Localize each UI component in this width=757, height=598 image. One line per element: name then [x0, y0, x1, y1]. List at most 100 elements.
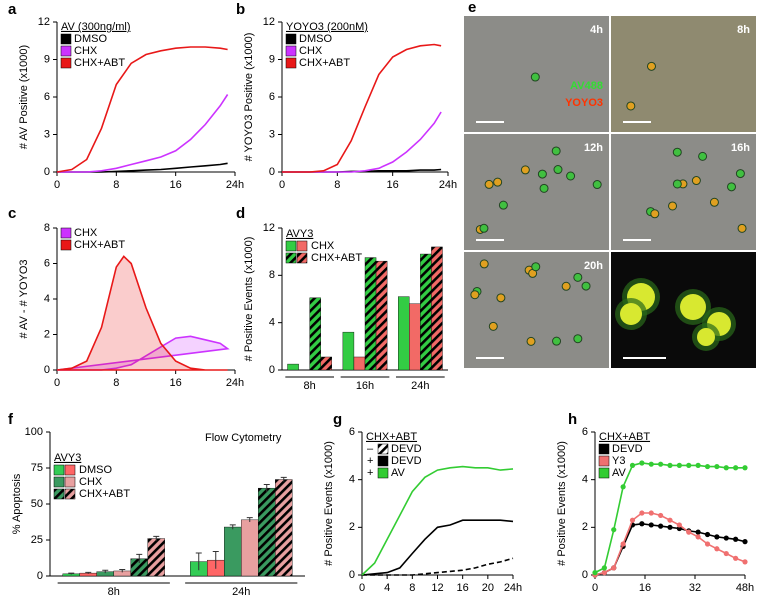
x-tick-label: 32 — [689, 582, 701, 594]
x-tick-label: 24h — [226, 179, 244, 191]
cell — [573, 272, 583, 282]
marker — [658, 512, 664, 519]
y-tick-label: 2 — [349, 521, 355, 533]
x-tick-label: 8 — [113, 179, 119, 191]
marker — [611, 527, 617, 533]
line — [282, 111, 442, 173]
error-bar — [212, 551, 219, 569]
line — [57, 162, 228, 173]
y-tick-label: 0 — [582, 569, 588, 581]
cell — [709, 197, 719, 207]
x-tick-label: 16 — [170, 377, 182, 389]
marker — [601, 565, 607, 571]
x-tick-label: 16 — [170, 179, 182, 191]
panel-letter: d — [236, 205, 245, 222]
marker — [639, 460, 645, 466]
bar — [275, 479, 293, 577]
legend-label: CHX+ABT — [299, 57, 350, 69]
bar — [342, 331, 355, 371]
y-tick-label: 25 — [31, 534, 43, 546]
y-tick-label: 9 — [269, 53, 275, 65]
y-tick-label: 4 — [44, 293, 50, 305]
marker — [676, 522, 682, 528]
marker — [733, 465, 739, 471]
y-tick-label: 2 — [44, 328, 50, 340]
legend-swatch — [60, 239, 72, 251]
error-bar — [246, 517, 253, 522]
x-tick-label: 24h — [232, 586, 250, 598]
error-bar — [136, 553, 143, 564]
cell — [680, 294, 706, 320]
x-tick-label: 16 — [387, 179, 399, 191]
y-tick-label: 3 — [269, 128, 275, 140]
x-tick-label: 16 — [639, 582, 651, 594]
error-bar — [280, 476, 287, 482]
legend-swatch — [377, 443, 389, 455]
y-tick-label: 0 — [37, 570, 43, 582]
cell — [526, 336, 536, 346]
bar — [241, 519, 259, 577]
legend-label: DEVD — [612, 443, 643, 455]
y-tick-label: 0 — [44, 364, 50, 376]
cell — [470, 290, 480, 300]
legend-prefix: + — [367, 467, 373, 479]
legend-label: Y3 — [612, 455, 625, 467]
legend-swatch — [285, 240, 297, 252]
marker — [742, 465, 748, 471]
y-tick-label: 12 — [38, 16, 50, 28]
legend-swatch — [64, 464, 76, 476]
legend-swatch — [285, 57, 297, 69]
marker — [648, 461, 654, 467]
marker — [704, 531, 711, 538]
legend-prefix: + — [367, 455, 373, 467]
x-tick-label: 16h — [356, 380, 374, 392]
area — [56, 255, 228, 371]
y-tick-label: 9 — [44, 53, 50, 65]
marker — [676, 462, 682, 468]
x-tick-label: 24h — [504, 582, 522, 594]
legend-title: CHX+ABT — [599, 431, 650, 443]
marker — [742, 559, 748, 565]
y-tick-label: 0 — [269, 166, 275, 178]
panel-letter: c — [8, 205, 16, 222]
y-axis-label: # Positive Events (x1000) — [556, 441, 568, 566]
cell — [561, 281, 571, 291]
x-tick-label: 48h — [736, 582, 754, 594]
y-axis-label: # AV Positive (x1000) — [18, 45, 30, 149]
x-tick-label: 16 — [457, 582, 469, 594]
marker — [667, 524, 673, 530]
marker — [629, 462, 636, 468]
x-tick-label: 0 — [359, 582, 365, 594]
time-label: 12h — [584, 142, 603, 154]
marker — [676, 525, 682, 532]
marker — [714, 534, 720, 540]
legend-label: DEVD — [391, 443, 422, 455]
legend-label: CHX+ABT — [74, 57, 125, 69]
cell — [551, 146, 561, 156]
panel-letter: h — [568, 411, 577, 428]
legend-title: YOYO3 (200nM) — [286, 21, 368, 33]
error-bar — [85, 571, 92, 574]
legend-label: CHX — [299, 45, 323, 57]
x-tick-label: 0 — [54, 179, 60, 191]
time-label: 8h — [737, 24, 750, 36]
bar — [224, 526, 242, 577]
legend-swatch — [598, 455, 610, 467]
legend-swatch — [53, 464, 65, 476]
y-tick-label: 6 — [44, 91, 50, 103]
line — [57, 94, 229, 173]
cell — [479, 223, 489, 233]
marker — [592, 570, 598, 576]
x-tick-label: 0 — [592, 582, 598, 594]
y-axis-label: # YOYO3 Positive (x1000) — [243, 33, 255, 162]
cell — [537, 169, 547, 179]
legend-prefix: – — [367, 443, 374, 455]
bar — [409, 303, 421, 371]
marker — [723, 535, 729, 541]
legend-swatch — [285, 252, 297, 264]
y-axis-label: % Apoptosis — [11, 473, 23, 534]
legend-swatch — [377, 467, 389, 479]
bar — [353, 356, 366, 371]
marker — [629, 517, 636, 523]
cell — [479, 259, 489, 269]
